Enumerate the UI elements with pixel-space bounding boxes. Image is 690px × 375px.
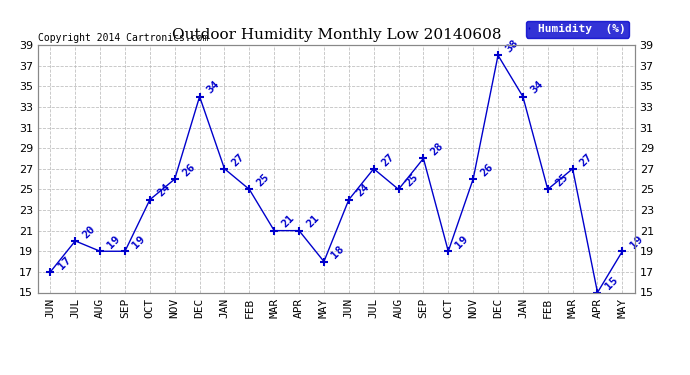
Text: 27: 27 (578, 152, 595, 168)
Text: 26: 26 (180, 162, 197, 178)
Text: 27: 27 (230, 152, 246, 168)
Title: Outdoor Humidity Monthly Low 20140608: Outdoor Humidity Monthly Low 20140608 (172, 28, 501, 42)
Text: Copyright 2014 Cartronics.com: Copyright 2014 Cartronics.com (38, 33, 208, 42)
Text: 18: 18 (330, 244, 346, 261)
Text: 21: 21 (279, 213, 297, 230)
Text: 25: 25 (404, 172, 421, 189)
Text: 38: 38 (504, 38, 520, 54)
Text: 15: 15 (603, 275, 620, 292)
Text: 26: 26 (479, 162, 495, 178)
Text: 19: 19 (628, 234, 644, 250)
Legend: Humidity  (%): Humidity (%) (526, 21, 629, 38)
Text: 25: 25 (553, 172, 570, 189)
Text: 34: 34 (205, 79, 221, 96)
Text: 19: 19 (130, 234, 147, 250)
Text: 25: 25 (255, 172, 271, 189)
Text: 21: 21 (304, 213, 322, 230)
Text: 24: 24 (155, 182, 172, 199)
Text: 19: 19 (106, 234, 122, 250)
Text: 20: 20 (81, 224, 97, 240)
Text: 24: 24 (355, 182, 371, 199)
Text: 27: 27 (380, 152, 396, 168)
Text: 34: 34 (529, 79, 545, 96)
Text: 19: 19 (454, 234, 471, 250)
Text: 28: 28 (429, 141, 446, 158)
Text: 17: 17 (56, 255, 72, 271)
